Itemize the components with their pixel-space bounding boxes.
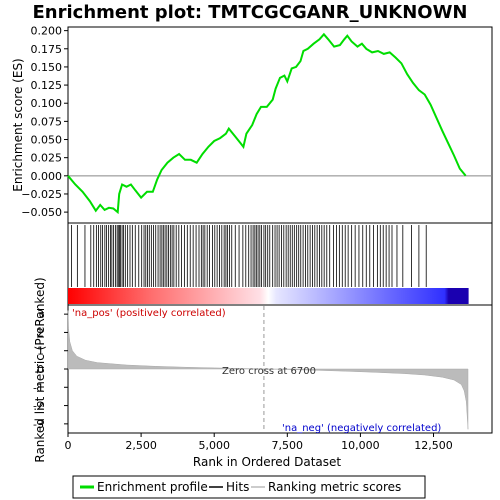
legend: Enrichment profile Hits Ranking metric s… bbox=[72, 475, 426, 499]
es-y-ticks: −0.050 −0.025 0.000 0.025 0.050 0.075 0.100 0.1… bbox=[21, 25, 68, 219]
legend-enrichment-label: Enrichment profile bbox=[97, 480, 208, 494]
es-y-tick-label: 0.125 bbox=[31, 79, 63, 92]
es-y-tick-label: 0.100 bbox=[31, 97, 63, 110]
metric-y-tick-label: -1 bbox=[33, 381, 44, 394]
neg-correlated-label: 'na_neg' (negatively correlated) bbox=[282, 423, 441, 434]
metric-y-tick-label: -3 bbox=[33, 418, 44, 431]
x-tick-label: 12,500 bbox=[414, 439, 453, 452]
x-tick-label: 10,000 bbox=[341, 439, 380, 452]
es-y-tick-label: 0.150 bbox=[31, 61, 63, 74]
es-y-tick-label: 0.175 bbox=[31, 43, 63, 56]
metric-y-tick-label: 0 bbox=[37, 363, 44, 376]
ranking-metric-area bbox=[67, 310, 469, 430]
es-y-tick-label: 0.075 bbox=[31, 115, 63, 128]
x-tick-label: 0 bbox=[65, 439, 72, 452]
x-tick-label: 7,500 bbox=[272, 439, 304, 452]
x-axis-label: Rank in Ordered Dataset bbox=[193, 455, 341, 469]
ranked-metric-panel: -3 -2 -1 0 1 2 3 'na_pos' (positively correlat… bbox=[33, 277, 493, 463]
legend-hits-label: Hits bbox=[226, 480, 249, 494]
hit-lines bbox=[71, 225, 427, 287]
es-y-tick-label: −0.025 bbox=[21, 188, 62, 201]
zero-cross-label: Zero cross at 6700 bbox=[222, 366, 316, 377]
es-y-tick-label: 0.000 bbox=[31, 170, 63, 183]
hits-panel bbox=[67, 222, 493, 306]
es-y-tick-label: 0.050 bbox=[31, 134, 63, 147]
enrichment-panel-frame bbox=[67, 26, 493, 224]
x-tick-label: 5,000 bbox=[198, 439, 230, 452]
metric-y-ticks: -3 -2 -1 0 1 2 3 bbox=[33, 308, 68, 431]
es-y-tick-label: −0.050 bbox=[21, 206, 62, 219]
enrichment-profile-line bbox=[67, 32, 467, 215]
metric-y-tick-label: 2 bbox=[37, 326, 44, 339]
metric-y-axis-label: Ranked list metric (PreRanked) bbox=[33, 277, 47, 462]
rank-gradient-bar bbox=[68, 288, 469, 304]
metric-y-tick-label: 1 bbox=[37, 345, 44, 358]
es-y-tick-label: 0.200 bbox=[31, 25, 63, 38]
legend-metric-label: Ranking metric scores bbox=[268, 480, 401, 494]
es-y-tick-label: 0.025 bbox=[31, 152, 63, 165]
pos-correlated-label: 'na_pos' (positively correlated) bbox=[72, 308, 226, 319]
chart-title: Enrichment plot: TMTCGCGANR_UNKNOWN bbox=[33, 2, 468, 23]
legend-frame bbox=[72, 475, 426, 499]
x-tick-label: 2,500 bbox=[125, 439, 157, 452]
metric-y-tick-label: -2 bbox=[33, 400, 44, 413]
enrichment-panel: −0.050 −0.025 0.000 0.025 0.050 0.075 0.100 0.1… bbox=[11, 25, 493, 224]
metric-y-tick-label: 3 bbox=[37, 308, 44, 321]
es-y-axis-label: Enrichment score (ES) bbox=[11, 58, 25, 191]
x-axis-ticks: 0 2,500 5,000 7,500 10,000 12,500 bbox=[65, 433, 453, 452]
